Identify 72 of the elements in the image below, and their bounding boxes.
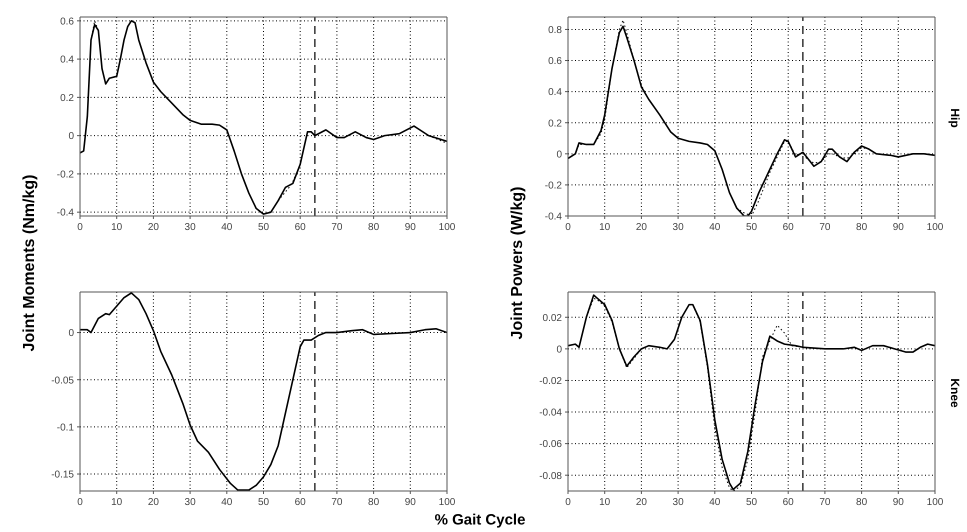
y-tick-label: 0.6 [60, 16, 74, 28]
y-tick-label: 0 [68, 131, 74, 142]
x-tick-label: 100 [926, 497, 944, 508]
x-tick-label: 20 [636, 222, 648, 234]
y-axis-title: Joint Powers (W/kg) [509, 186, 527, 340]
x-tick-label: 70 [331, 497, 343, 508]
x-tick-label: 50 [258, 497, 270, 508]
y-tick-label: -0.02 [539, 376, 562, 387]
x-tick-label: 100 [438, 222, 456, 234]
y-tick-label: -0.08 [539, 470, 562, 482]
y-tick-label: -0.05 [51, 375, 74, 386]
x-tick-label: 70 [819, 497, 831, 508]
x-tick-label: 90 [892, 222, 904, 234]
x-tick-label: 40 [709, 222, 721, 234]
y-tick-label: -0.4 [56, 208, 74, 219]
x-tick-label: 70 [819, 222, 831, 234]
x-tick-label: 20 [148, 497, 160, 508]
y-tick-label: 0.2 [60, 92, 74, 104]
y-tick-label: -0.1 [56, 422, 74, 434]
x-tick-label: 20 [148, 222, 160, 234]
x-tick-label: 0 [77, 222, 84, 234]
text: Hip [948, 108, 962, 128]
x-tick-label: 0 [565, 222, 572, 234]
y-tick-label: -0.4 [544, 212, 562, 223]
x-tick-label: 60 [294, 222, 306, 234]
x-axis-title: % Gait Cycle [434, 512, 526, 528]
x-tick-label: 70 [331, 222, 343, 234]
x-tick-label: 30 [672, 497, 684, 508]
x-tick-label: 80 [856, 497, 868, 508]
x-tick-label: 0 [565, 497, 572, 508]
x-tick-label: 100 [438, 497, 456, 508]
text: Knee [948, 378, 962, 408]
y-tick-label: -0.2 [56, 169, 74, 180]
x-tick-label: 20 [636, 497, 648, 508]
x-tick-label: 30 [672, 222, 684, 234]
x-tick-label: 50 [746, 222, 758, 234]
x-tick-label: 10 [599, 222, 611, 234]
x-tick-label: 30 [184, 497, 196, 508]
y-tick-label: 0.4 [548, 87, 562, 98]
y-tick-label: 0 [68, 328, 74, 340]
x-tick-label: 60 [782, 222, 794, 234]
x-tick-label: 0 [77, 497, 84, 508]
x-tick-label: 50 [746, 497, 758, 508]
x-tick-label: 10 [599, 497, 611, 508]
x-tick-label: 90 [892, 497, 904, 508]
y-tick-label: -0.04 [539, 408, 562, 419]
y-tick-label: 0.02 [542, 312, 562, 324]
x-tick-label: 80 [368, 222, 380, 234]
x-tick-label: 10 [111, 222, 123, 234]
x-tick-label: 40 [221, 497, 233, 508]
x-tick-label: 60 [294, 497, 306, 508]
x-tick-label: 80 [856, 222, 868, 234]
y-tick-label: 0 [556, 344, 562, 356]
y-tick-label: 0.4 [60, 54, 74, 66]
x-tick-label: 60 [782, 497, 794, 508]
x-tick-label: 80 [368, 497, 380, 508]
y-tick-label: 0.2 [548, 118, 562, 130]
x-tick-label: 30 [184, 222, 196, 234]
y-axis-title: Joint Moments (Nm/kg) [21, 174, 39, 352]
x-tick-label: 90 [404, 222, 416, 234]
y-tick-label: 0.6 [548, 56, 562, 68]
y-tick-label: -0.15 [51, 470, 74, 481]
x-tick-label: 40 [221, 222, 233, 234]
y-tick-label: -0.2 [544, 180, 562, 192]
x-tick-label: 90 [404, 497, 416, 508]
x-tick-label: 40 [709, 497, 721, 508]
x-tick-label: 100 [926, 222, 944, 234]
y-tick-label: 0 [556, 149, 562, 160]
x-tick-label: 10 [111, 497, 123, 508]
y-tick-label: 0.8 [548, 24, 562, 36]
x-tick-label: 50 [258, 222, 270, 234]
y-tick-label: -0.06 [539, 439, 562, 450]
